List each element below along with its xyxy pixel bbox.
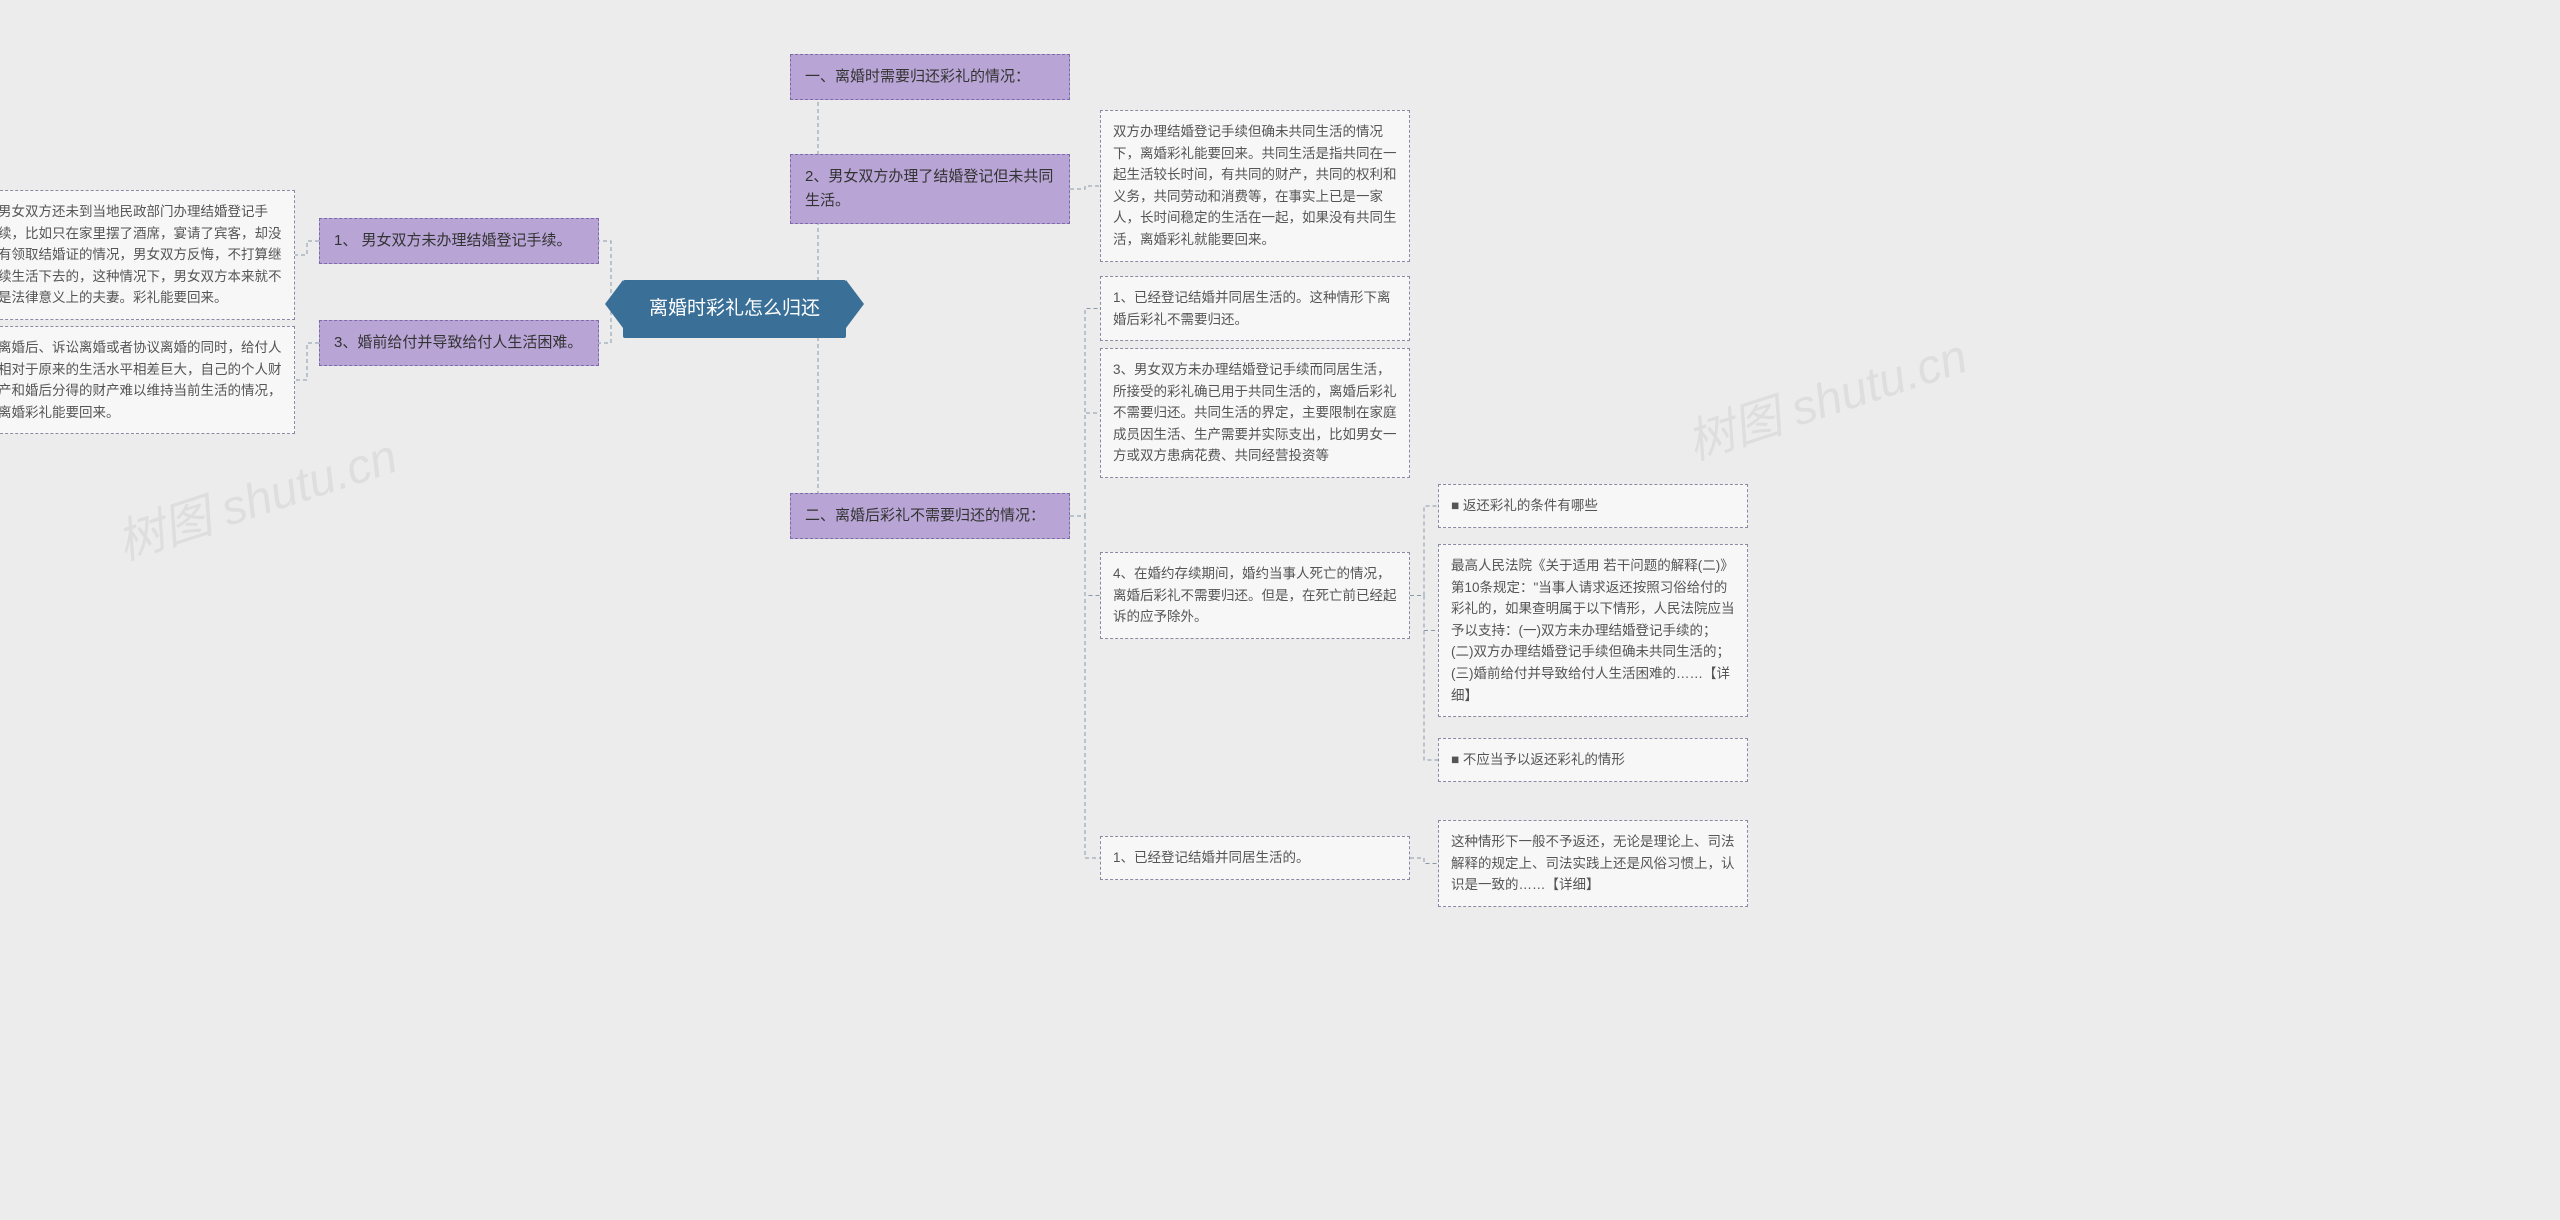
node-R2: 2、男女双方办理了结婚登记但未共同生活。 [790, 154, 1070, 224]
node-R2d: 双方办理结婚登记手续但确未共同生活的情况下，离婚彩礼能要回来。共同生活是指共同在… [1100, 110, 1410, 262]
node-R1: 一、离婚时需要归还彩礼的情况： [790, 54, 1070, 100]
node-RBd1b: 1、已经登记结婚并同居生活的。 [1100, 836, 1410, 880]
node-RB: 二、离婚后彩礼不需要归还的情况： [790, 493, 1070, 539]
node-RR4: 这种情形下一般不予返还，无论是理论上、司法解释的规定上、司法实践上还是风俗习惯上… [1438, 820, 1748, 907]
node-RR1: ■ 返还彩礼的条件有哪些 [1438, 484, 1748, 528]
node-RR2: 最高人民法院《关于适用 若干问题的解释(二)》第10条规定："当事人请求返还按照… [1438, 544, 1748, 717]
node-L3d: 离婚后、诉讼离婚或者协议离婚的同时，给付人相对于原来的生活水平相差巨大，自己的个… [0, 326, 295, 434]
watermark: 树图 shutu.cn [106, 417, 404, 573]
node-RR3: ■ 不应当予以返还彩礼的情形 [1438, 738, 1748, 782]
watermark: 树图 shutu.cn [1676, 317, 1974, 473]
node-RBd4: 4、在婚约存续期间，婚约当事人死亡的情况，离婚后彩礼不需要归还。但是，在死亡前已… [1100, 552, 1410, 639]
node-RBd3: 3、男女双方未办理结婚登记手续而同居生活，所接受的彩礼确已用于共同生活的，离婚后… [1100, 348, 1410, 478]
node-L1d: 男女双方还未到当地民政部门办理结婚登记手续，比如只在家里摆了酒席，宴请了宾客，却… [0, 190, 295, 320]
node-L3: 3、婚前给付并导致给付人生活困难。 [319, 320, 599, 366]
node-root: 离婚时彩礼怎么归还 [623, 280, 846, 338]
node-RBd1: 1、已经登记结婚并同居生活的。这种情形下离婚后彩礼不需要归还。 [1100, 276, 1410, 341]
node-L1: 1、 男女双方未办理结婚登记手续。 [319, 218, 599, 264]
